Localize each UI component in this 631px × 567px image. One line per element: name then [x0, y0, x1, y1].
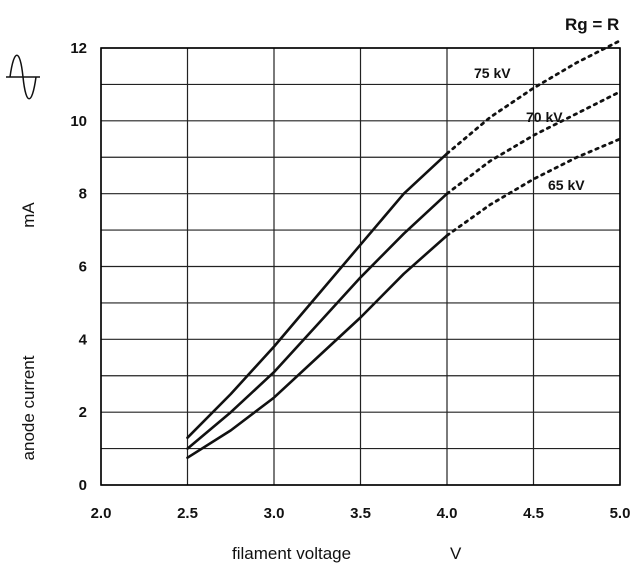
x-tick-label: 5.0: [610, 505, 631, 522]
x-tick-label: 2.5: [177, 505, 198, 522]
series-extrapolation-65kv: [445, 137, 622, 237]
x-tick-label: 3.5: [350, 505, 371, 522]
y-tick-label: 8: [79, 186, 87, 203]
grid: [100, 47, 621, 486]
series-line-70kv: [186, 192, 449, 450]
y-tick-label: 12: [70, 40, 87, 57]
x-tick-label: 2.0: [91, 505, 112, 522]
y-tick-label: 0: [79, 477, 87, 494]
series-line-75kv: [186, 152, 449, 439]
y-axis-unit: mA: [19, 202, 38, 228]
series-extrapolation-70kv: [445, 90, 622, 196]
x-axis-label: filament voltage: [232, 544, 351, 563]
x-tick-label: 4.0: [437, 505, 458, 522]
y-tick-labels: 0 2 4 6 8 10 12: [70, 40, 87, 494]
plot-frame: [100, 47, 621, 486]
y-tick-label: 2: [79, 404, 87, 421]
y-tick-label: 10: [70, 113, 87, 130]
x-tick-labels: 2.0 2.5 3.0 3.5 4.0 4.5 5.0: [91, 505, 631, 522]
annotation-70kv: 70 kV: [526, 109, 563, 125]
y-tick-label: 6: [79, 259, 87, 276]
series-lines: [186, 39, 622, 459]
x-tick-label: 4.5: [523, 505, 544, 522]
y-axis-label: anode current: [19, 355, 38, 460]
ac-sine-wave-icon: [6, 54, 40, 100]
annotation-75kv: 75 kV: [474, 65, 511, 81]
condition-label: Rg = R: [565, 15, 619, 34]
x-tick-label: 3.0: [264, 505, 285, 522]
y-tick-label: 4: [79, 331, 88, 348]
series-extrapolation-75kv: [445, 39, 622, 155]
x-axis-unit: V: [450, 544, 462, 563]
annotation-65kv: 65 kV: [548, 177, 585, 193]
series-line-65kv: [186, 234, 449, 459]
